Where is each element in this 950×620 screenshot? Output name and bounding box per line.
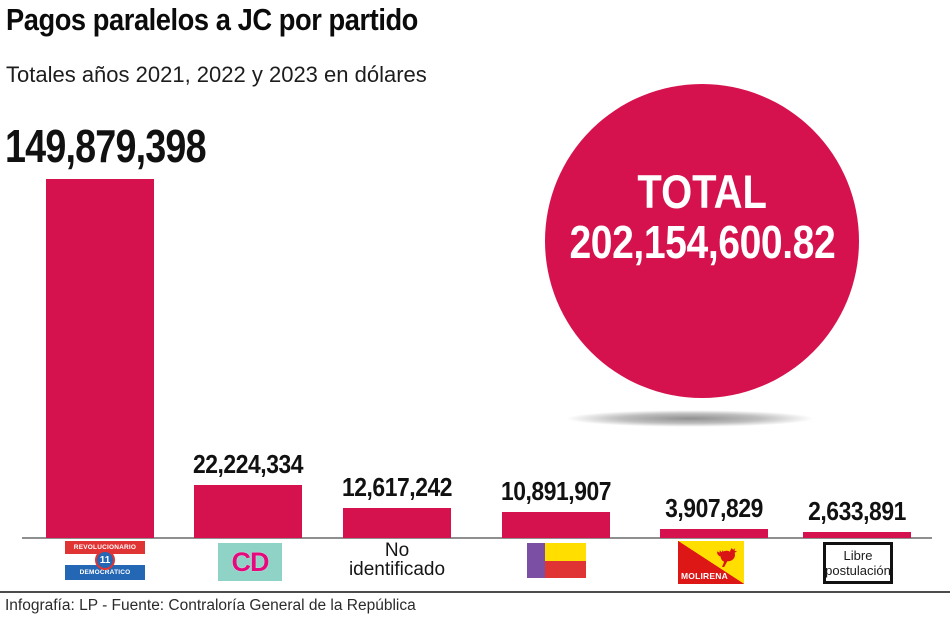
libre-postulacion-box: Libre postulación: [823, 542, 893, 584]
page-subtitle: Totales años 2021, 2022 y 2023 en dólare…: [6, 62, 427, 87]
cd-logo: CD: [218, 543, 282, 581]
total-label: TOTAL: [637, 165, 767, 218]
bar-value-label-2: 22,224,334: [192, 449, 304, 479]
libre-line2: postulación: [825, 563, 891, 578]
cd-logo-text: CD: [231, 546, 270, 577]
bar-value-label-4: 10,891,907: [500, 476, 612, 506]
bar-value-label-6: 2,633,891: [808, 496, 906, 526]
pp-flag-red-band: [545, 560, 586, 578]
bar-6: [803, 532, 911, 538]
bar-value-label-5: 3,907,829: [665, 493, 763, 523]
pp-flag-yellow-band: [545, 543, 586, 561]
label-no-identificado-line2: identificado: [348, 558, 446, 580]
pp-flag-purple-band: [527, 543, 545, 578]
label-no-identificado: No identificado: [348, 540, 446, 580]
bar-5: [660, 529, 768, 538]
prd-top-band: REVOLUCIONARIO: [65, 541, 145, 554]
prd-bottom-band: DEMOCRATICO: [65, 565, 145, 580]
label-no-identificado-line1: No: [384, 540, 410, 561]
total-circle: TOTAL 202,154,600.82: [545, 84, 859, 398]
bar-4: [502, 512, 610, 538]
total-value: 202,154,600.82: [569, 216, 835, 268]
molirena-logo-text: MOLIRENA: [681, 571, 728, 581]
page-title: Pagos paralelos a JC por partido: [6, 2, 418, 37]
prd-11-badge: 11: [95, 550, 115, 570]
prd-logo: REVOLUCIONARIO DEMOCRATICO 11: [65, 541, 145, 580]
bar-2: [194, 485, 302, 538]
rooster-icon: [717, 548, 738, 567]
circle-shadow: [565, 410, 815, 427]
axis-baseline: [22, 537, 932, 539]
partido-popular-flag: [527, 543, 586, 578]
libre-line1: Libre: [843, 548, 873, 563]
bar-value-label-3: 12,617,242: [341, 472, 453, 502]
molirena-flag: MOLIRENA: [678, 541, 744, 584]
bar-1: [46, 179, 154, 538]
bar-value-label-1: 149,879,398: [5, 120, 207, 172]
footer-divider: [0, 591, 950, 593]
footer-credit: Infografía: LP - Fuente: Contraloría Gen…: [5, 597, 416, 614]
bar-3: [343, 508, 451, 538]
